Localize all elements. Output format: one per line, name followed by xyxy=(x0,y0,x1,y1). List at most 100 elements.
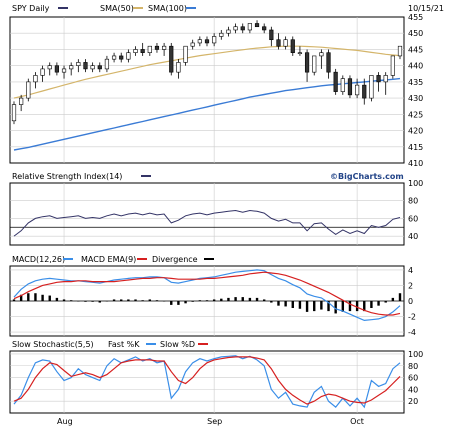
y-tick-label-0-9: 410 xyxy=(408,159,423,168)
divergence-bar-48 xyxy=(355,301,359,312)
slow-d-label: Slow %D xyxy=(160,340,195,349)
candle-body-17 xyxy=(133,49,138,53)
candle-body-8 xyxy=(69,65,74,70)
divergence-bar-40 xyxy=(298,301,302,309)
divergence-bar-24 xyxy=(184,301,187,304)
y-tick-label-3-0: 100 xyxy=(408,350,423,359)
candle-body-23 xyxy=(176,62,181,73)
candle-body-54 xyxy=(397,45,403,57)
candle-body-34 xyxy=(254,23,260,28)
divergence-bar-45 xyxy=(334,301,337,314)
divergence-bar-42 xyxy=(313,301,316,312)
sma50-line xyxy=(13,45,401,99)
y-tick-label-2-2: 0 xyxy=(408,297,413,306)
divergence-bar-53 xyxy=(391,297,395,301)
x-tick-label-1: Sep xyxy=(207,417,222,426)
candle-body-1 xyxy=(19,97,24,105)
candle-body-49 xyxy=(362,84,367,99)
y-tick-label-0-7: 420 xyxy=(408,127,423,136)
divergence-bar-21 xyxy=(162,301,166,302)
divergence-bar-0 xyxy=(12,299,16,301)
divergence-bar-16 xyxy=(127,299,130,301)
divergence-bar-13 xyxy=(105,301,109,302)
divergence-bar-15 xyxy=(120,299,123,301)
divergence-bar-2 xyxy=(27,293,30,301)
divergence-bar-29 xyxy=(220,298,223,301)
marks-layer xyxy=(11,20,403,409)
divergence-bar-18 xyxy=(141,300,144,301)
candle-body-12 xyxy=(97,65,102,70)
divergence-bar-8 xyxy=(69,300,73,301)
y-tick-label-0-5: 430 xyxy=(408,94,423,103)
divergence-bar-50 xyxy=(370,301,373,308)
candle-body-28 xyxy=(212,36,217,44)
divergence-bar-54 xyxy=(398,293,402,301)
slow-d-line xyxy=(13,356,401,405)
candle-body-52 xyxy=(383,75,388,83)
candle-body-29 xyxy=(219,32,224,37)
y-tick-label-1-3: 40 xyxy=(408,232,418,241)
x-tick-label-0: Aug xyxy=(57,417,73,426)
divergence-bar-28 xyxy=(212,299,216,301)
divergence-bar-10 xyxy=(84,301,87,302)
candle-body-38 xyxy=(283,39,288,47)
candle-body-31 xyxy=(233,26,238,31)
candle-body-26 xyxy=(197,39,202,44)
candle-body-10 xyxy=(83,62,88,70)
candle-body-30 xyxy=(226,29,231,34)
divergence-bar-39 xyxy=(291,301,294,308)
divergence-bar-1 xyxy=(19,294,23,301)
divergence-bar-44 xyxy=(327,301,330,312)
divergence-bar-33 xyxy=(248,297,252,301)
candle-body-24 xyxy=(183,45,188,63)
candle-body-36 xyxy=(269,29,274,41)
candle-body-7 xyxy=(61,68,67,73)
divergence-bar-38 xyxy=(284,301,287,307)
y-tick-label-0-0: 455 xyxy=(408,13,423,22)
y-tick-label-3-1: 80 xyxy=(408,362,418,371)
candle-body-44 xyxy=(326,52,331,73)
macd-ema-line xyxy=(13,271,401,316)
candle-body-35 xyxy=(262,26,267,31)
divergence-bar-6 xyxy=(55,297,59,301)
symbol-label: SPY Daily xyxy=(12,4,50,13)
candle-body-40 xyxy=(297,52,303,54)
divergence-bar-19 xyxy=(148,299,152,301)
y-tick-label-3-3: 40 xyxy=(408,385,418,394)
divergence-label: Divergence xyxy=(152,255,198,264)
candle-body-9 xyxy=(76,62,81,66)
candle-body-0 xyxy=(11,104,17,122)
candle-body-42 xyxy=(312,55,317,73)
divergence-bar-5 xyxy=(48,295,51,301)
macd-label: MACD(12,26) xyxy=(12,255,65,264)
stoch-label: Slow Stochastic(5,5) xyxy=(12,340,94,349)
candle-body-32 xyxy=(240,26,245,31)
divergence-bar-41 xyxy=(305,301,309,312)
divergence-bar-20 xyxy=(155,300,159,301)
candle-body-53 xyxy=(390,55,395,76)
divergence-bar-3 xyxy=(34,293,37,301)
brand-label: ©BigCharts.com xyxy=(330,172,404,181)
divergence-bar-31 xyxy=(234,297,237,301)
candle-body-47 xyxy=(347,78,353,96)
candle-body-48 xyxy=(355,84,360,96)
candle-body-27 xyxy=(204,39,210,44)
y-tick-label-0-2: 445 xyxy=(408,45,423,54)
y-tick-label-0-8: 415 xyxy=(408,143,423,152)
divergence-bar-49 xyxy=(363,301,366,312)
candle-body-46 xyxy=(340,78,345,92)
divergence-bar-14 xyxy=(112,299,116,301)
divergence-bar-12 xyxy=(98,301,101,303)
x-tick-label-2: Oct xyxy=(350,417,364,426)
divergence-bar-52 xyxy=(384,301,387,303)
divergence-bar-32 xyxy=(241,297,244,301)
candle-body-16 xyxy=(126,52,131,60)
candle-body-3 xyxy=(33,75,38,83)
y-tick-label-3-2: 60 xyxy=(408,374,418,383)
fast-k-label: Fast %K xyxy=(108,340,140,349)
y-tick-label-0-3: 440 xyxy=(408,62,423,71)
candle-body-50 xyxy=(369,75,374,99)
divergence-bar-46 xyxy=(341,301,345,312)
divergence-bar-9 xyxy=(77,301,80,302)
